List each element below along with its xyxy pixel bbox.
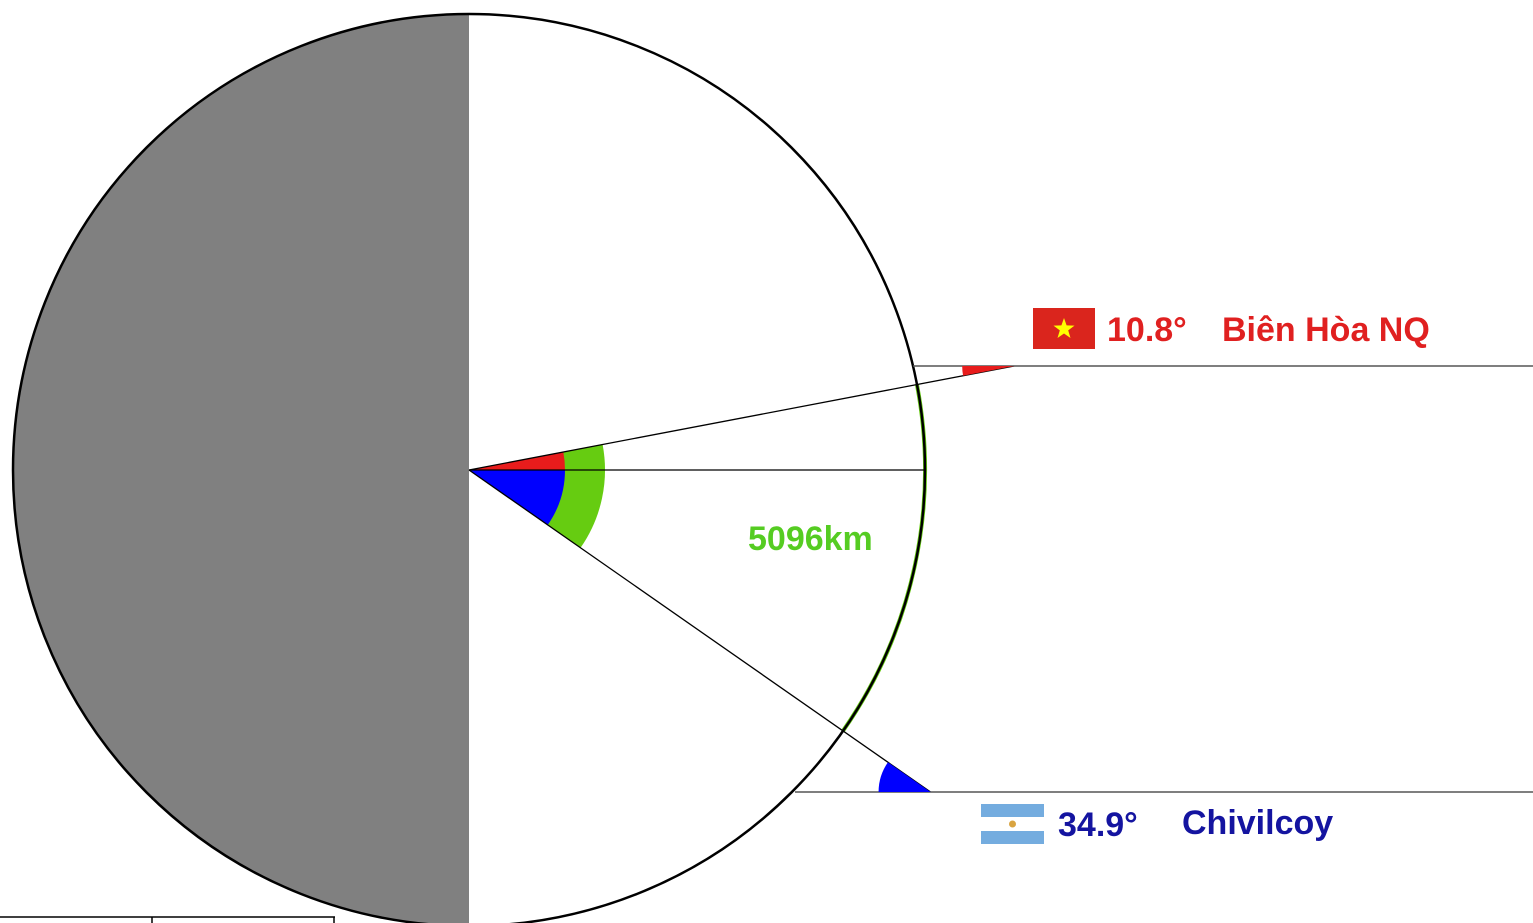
south-radius-line bbox=[468, 469, 931, 793]
south-latitude-label: 34.9° bbox=[1058, 806, 1138, 844]
north-city-name: Biên Hòa NQ bbox=[1222, 311, 1430, 349]
argentina-flag-icon bbox=[981, 804, 1044, 844]
north-sunray-angle-marker bbox=[962, 366, 1015, 376]
south-city-name: Chivilcoy bbox=[1182, 804, 1333, 842]
night-hemisphere bbox=[13, 14, 469, 923]
vietnam-flag-icon bbox=[1033, 308, 1095, 349]
south-angle-wedge bbox=[469, 470, 565, 525]
north-radius-line bbox=[468, 365, 1015, 471]
south-sunray-angle-marker bbox=[878, 762, 931, 792]
north-latitude-label: 10.8° bbox=[1107, 311, 1187, 349]
table-fragment bbox=[0, 916, 335, 923]
distance-label: 5096km bbox=[748, 520, 873, 558]
